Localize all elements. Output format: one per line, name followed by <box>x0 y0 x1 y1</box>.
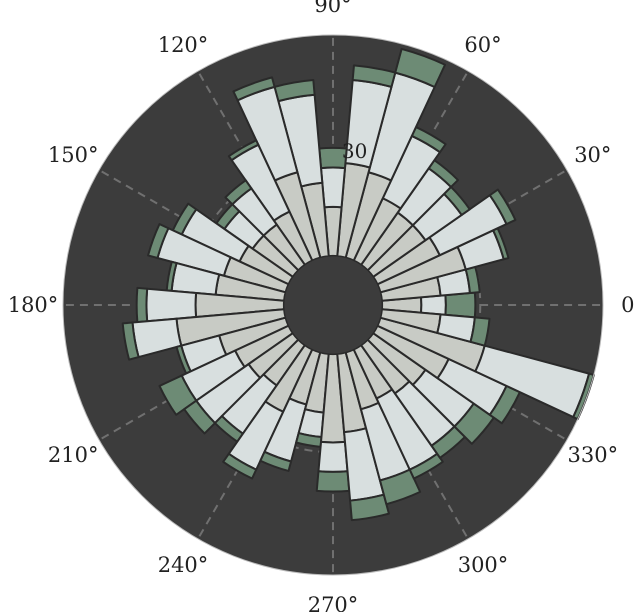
bar-series3-theta-110 <box>232 76 276 102</box>
bar-series3-theta-220 <box>183 399 216 435</box>
angular-grid-line-330 <box>375 328 568 441</box>
bar-series3-theta-180 <box>135 286 149 324</box>
angular-grid-line-150 <box>98 169 291 282</box>
angular-grid-line-300 <box>356 347 469 540</box>
angle-tick-label-330: 330° <box>568 443 619 467</box>
angle-tick-label-270: 270° <box>308 593 359 612</box>
bar-series3-theta-120 <box>227 139 260 162</box>
bar-series2-theta-270 <box>317 440 349 473</box>
angular-grid-line-120 <box>197 70 310 263</box>
bar-series3-theta-270 <box>315 470 351 493</box>
bar-series3-theta-70 <box>394 47 447 88</box>
bars-layer <box>121 47 595 522</box>
bar-series3-theta-280 <box>349 493 390 522</box>
bar-series2-theta-0 <box>420 294 447 316</box>
angular-grid-line-60 <box>356 70 469 263</box>
angle-tick-label-180: 180° <box>8 293 59 317</box>
angular-grid-line-240 <box>197 347 310 540</box>
angle-tick-label-240: 240° <box>158 553 209 577</box>
bar-series3-theta-210 <box>158 374 198 416</box>
bar-series3-theta-290 <box>379 468 422 506</box>
angle-tick-label-0: 0° <box>621 293 636 317</box>
angular-grid-line-210 <box>98 328 291 441</box>
angle-tick-label-150: 150° <box>48 143 99 167</box>
bar-series3-theta-0 <box>444 291 477 319</box>
radial-tick-label-30: 30 <box>342 139 367 163</box>
angle-tick-label-60: 60° <box>464 33 501 57</box>
angular-grid-line-30 <box>375 169 568 282</box>
radial-tick-labels: 30 <box>342 139 367 163</box>
angle-tick-label-210: 210° <box>48 443 99 467</box>
bar-series3-theta-160 <box>147 223 170 259</box>
polar-plot-border <box>62 34 604 576</box>
angle-tick-label-30: 30° <box>574 143 611 167</box>
angular-tick-labels: 0° 30° 60° 90° 120° 150° 180° 210° 240° 270° 300° 3… <box>8 0 636 612</box>
angle-tick-label-120: 120° <box>158 33 209 57</box>
bar-series3-theta-240 <box>222 452 258 480</box>
angle-tick-label-300: 300° <box>458 553 509 577</box>
bar-series3-theta-80 <box>351 64 397 88</box>
bar-series3-theta-130 <box>224 179 253 206</box>
bar-series3-theta-300 <box>408 452 444 480</box>
angle-tick-label-90: 90° <box>314 0 351 17</box>
bar-series3-theta-30 <box>488 188 517 226</box>
bar-series3-theta-350 <box>469 316 491 347</box>
bar-series2-theta-180 <box>145 287 198 323</box>
bar-series3-theta-190 <box>121 321 140 361</box>
center-hole <box>284 256 382 354</box>
bar-series3-theta-250 <box>259 450 293 472</box>
